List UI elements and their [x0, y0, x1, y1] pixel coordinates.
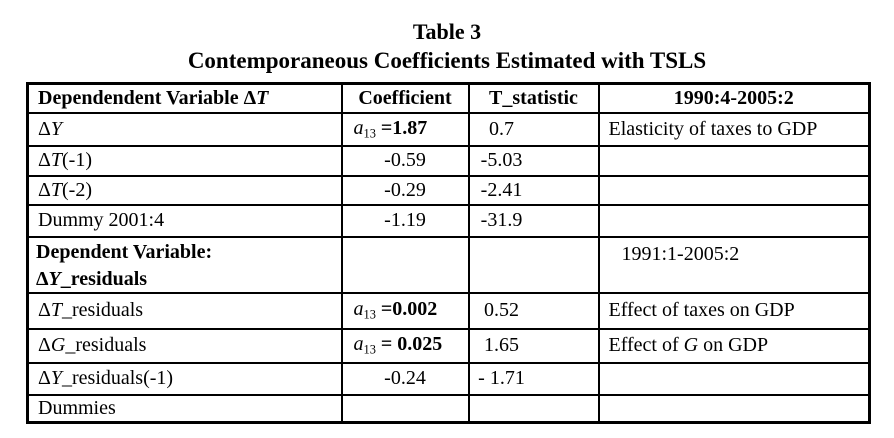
table-row-dy-residuals-lag1: ΔY_residuals(-1) -0.24 - 1.71 — [26, 361, 871, 396]
t-statistic-cell: 0.52 — [467, 291, 600, 330]
table-row-dummies: Dummies — [26, 393, 871, 424]
header-cell-period: 1990:4-2005:2 — [597, 82, 871, 114]
table-row-dt-lag2: ΔT(-2) -0.29 -2.41 — [26, 174, 871, 206]
section-label: Dependent Variable: ΔY_residuals — [26, 235, 343, 294]
note-cell: Effect of taxes on GDP — [597, 291, 871, 330]
table-caption: Table 3 Contemporaneous Coefficients Est… — [0, 18, 894, 76]
section-label-line2: ΔY_residuals — [36, 267, 148, 290]
coefficient-cell: -0.59 — [340, 144, 470, 177]
t-statistic-cell — [467, 393, 600, 424]
table-row-dy: ΔY a13 =1.87 0.7 Elasticity of taxes to … — [26, 111, 871, 147]
coefficient-cell: a13 = 0.025 — [340, 327, 470, 364]
coefficient-cell — [340, 235, 470, 294]
table-row-dg-residuals: ΔG_residuals a13 = 0.025 1.65 Effect of … — [26, 327, 871, 364]
t-statistic-cell: - 1.71 — [467, 361, 600, 396]
header-cell-t-statistic: T_statistic — [467, 82, 600, 114]
row-label: ΔT(-2) — [26, 174, 343, 206]
header-cell-dependent-variable: Dependendent Variable ΔT — [26, 82, 343, 114]
table-row-dummy-2001-4: Dummy 2001:4 -1.19 -31.9 — [26, 203, 871, 238]
t-statistic-cell: 1.65 — [467, 327, 600, 364]
row-label: ΔY_residuals(-1) — [26, 361, 343, 396]
header-row: Dependendent Variable ΔT Coefficient T_s… — [26, 82, 871, 114]
t-statistic-cell: -31.9 — [467, 203, 600, 238]
row-label: ΔT(-1) — [26, 144, 343, 177]
row-label: ΔT_residuals — [26, 291, 343, 330]
note-cell — [597, 144, 871, 177]
header-cell-coefficient: Coefficient — [340, 82, 470, 114]
note-cell: Effect of G on GDP — [597, 327, 871, 364]
row-label: ΔG_residuals — [26, 327, 343, 364]
section-label-line1: Dependent Variable: — [36, 240, 213, 263]
coefficients-table: Dependendent Variable ΔT Coefficient T_s… — [26, 82, 871, 424]
coefficient-cell: -1.19 — [340, 203, 470, 238]
note-cell — [597, 174, 871, 206]
note-cell — [597, 361, 871, 396]
coefficient-cell: a13 =1.87 — [340, 111, 470, 147]
table-body: Dependendent Variable ΔT Coefficient T_s… — [26, 82, 871, 424]
row-label: ΔY — [26, 111, 343, 147]
note-cell — [597, 393, 871, 424]
note-cell — [597, 203, 871, 238]
coefficient-cell: -0.24 — [340, 361, 470, 396]
coefficient-cell — [340, 393, 470, 424]
row-label: Dummy 2001:4 — [26, 203, 343, 238]
t-statistic-cell: -5.03 — [467, 144, 600, 177]
table-row-dt-residuals: ΔT_residuals a13 =0.002 0.52 Effect of t… — [26, 291, 871, 330]
table-row-dt-lag1: ΔT(-1) -0.59 -5.03 — [26, 144, 871, 177]
note-cell: Elasticity of taxes to GDP — [597, 111, 871, 147]
t-statistic-cell: -2.41 — [467, 174, 600, 206]
t-statistic-cell: 0.7 — [467, 111, 600, 147]
t-statistic-cell — [467, 235, 600, 294]
coefficient-cell: -0.29 — [340, 174, 470, 206]
coefficient-cell: a13 =0.002 — [340, 291, 470, 330]
note-cell-period: 1991:1-2005:2 — [597, 235, 871, 294]
row-label: Dummies — [26, 393, 343, 424]
table-title: Contemporaneous Coefficients Estimated w… — [187, 48, 707, 73]
table-row-section-dy-residuals: Dependent Variable: ΔY_residuals 1991:1-… — [26, 235, 871, 294]
table-number: Table 3 — [412, 19, 482, 44]
